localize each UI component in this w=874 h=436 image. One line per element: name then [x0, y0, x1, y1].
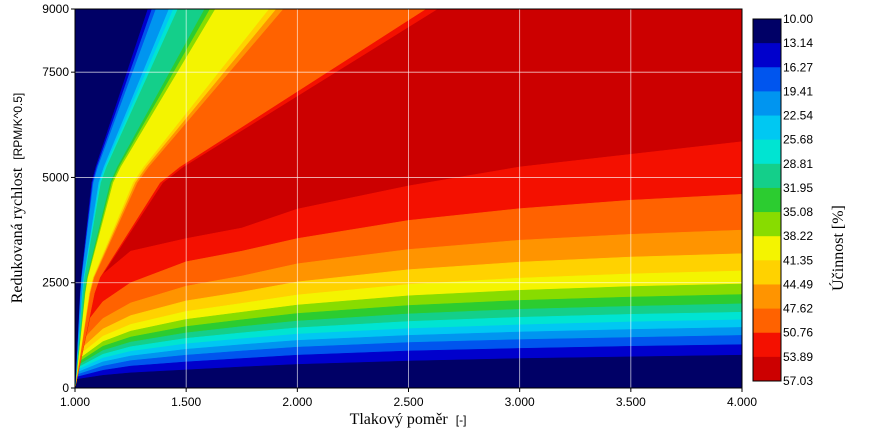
- colorbar-swatch: [753, 260, 781, 285]
- colorbar-tick-label: 19.41: [783, 84, 813, 98]
- colorbar-swatch: [753, 236, 781, 261]
- colorbar-swatch: [753, 19, 781, 44]
- colorbar-swatch: [753, 43, 781, 68]
- x-axis-ticks: 1.000 1.500 2.000 2.500 3.000 3.500 4.000: [60, 388, 757, 409]
- colorbar-frame: [752, 18, 782, 382]
- y-axis-title: Redukovaná rychlost[RPM/K^0.5]: [9, 93, 26, 304]
- y-axis-ticks: 0 2500 5000 7500 9000: [42, 2, 75, 395]
- y-tick-label: 9000: [42, 2, 69, 16]
- colorbar-title: Účinnost [%]: [828, 205, 847, 291]
- colorbar-swatch: [753, 308, 781, 334]
- colorbar-swatch: [753, 284, 781, 310]
- colorbar-swatch: [753, 91, 781, 117]
- colorbar-tick-label: 57.03: [783, 374, 813, 388]
- colorbar-tick-label: 13.14: [783, 36, 813, 50]
- colorbar-swatch: [753, 356, 781, 382]
- colorbar-tick-label: 10.00: [783, 12, 813, 26]
- y-tick-label: 7500: [42, 65, 69, 79]
- colorbar-tick-label: 44.49: [783, 277, 813, 291]
- colorbar-tick-label: 28.81: [783, 157, 813, 171]
- x-tick-label: 3.000: [505, 395, 535, 409]
- colorbar-swatch: [753, 212, 781, 237]
- x-tick-label: 2.000: [282, 395, 312, 409]
- y-tick-label: 5000: [42, 170, 69, 184]
- colorbar-tick-label: 22.54: [783, 109, 813, 123]
- colorbar-tick-label: 47.62: [783, 302, 813, 316]
- x-tick-label: 4.000: [727, 395, 757, 409]
- colorbar-tick-label: 31.95: [783, 181, 813, 195]
- contour-band-upper-0: [75, 9, 148, 388]
- colorbar-tick-label: 35.08: [783, 205, 813, 219]
- grid-lines: [75, 9, 742, 388]
- y-tick-label: 0: [62, 381, 69, 395]
- colorbar-swatch: [753, 115, 781, 141]
- y-tick-label: 2500: [42, 276, 69, 290]
- colorbar-tick-label: 53.89: [783, 350, 813, 364]
- x-tick-label: 1.000: [60, 395, 90, 409]
- colorbar-tick-label: 50.76: [783, 326, 813, 340]
- x-axis-title: Tlakový poměr [-]: [350, 411, 467, 428]
- colorbar-tick-label: 25.68: [783, 133, 813, 147]
- colorbar-swatch: [753, 139, 781, 165]
- colorbar-tick-label: 41.35: [783, 253, 813, 267]
- colorbar-tick-label: 38.22: [783, 229, 813, 243]
- colorbar-labels: 10.00 13.14 16.27 19.41 22.54 25.68 28.81 31.95…: [783, 12, 813, 388]
- x-tick-label: 3.500: [616, 395, 646, 409]
- x-tick-label: 2.500: [393, 395, 423, 409]
- colorbar-swatch: [753, 163, 781, 189]
- x-tick-label: 1.500: [171, 395, 201, 409]
- colorbar-swatch: [753, 187, 781, 213]
- colorbar: [752, 18, 782, 382]
- colorbar-tick-label: 16.27: [783, 60, 813, 74]
- colorbar-swatch: [753, 332, 781, 358]
- colorbar-swatch: [753, 67, 781, 92]
